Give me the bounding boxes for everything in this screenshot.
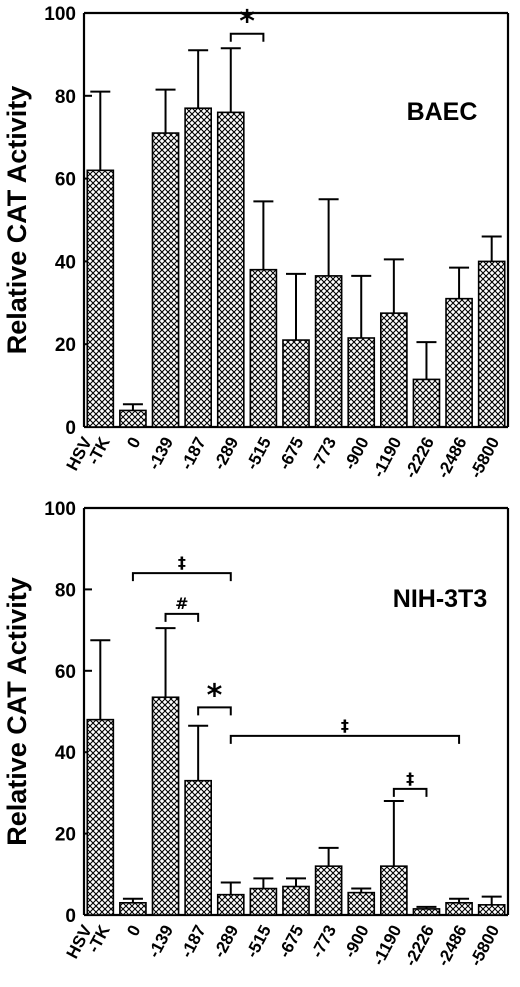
bar	[216, 111, 245, 428]
x-tick-label: -1190	[369, 922, 406, 968]
bar	[184, 107, 213, 428]
bar	[86, 169, 115, 428]
bar	[249, 268, 278, 428]
x-tick-label: -2226	[401, 434, 438, 481]
bar	[477, 904, 506, 916]
bar	[347, 337, 376, 428]
x-tick-label: -2486	[433, 434, 470, 481]
bar	[119, 409, 147, 428]
bar	[282, 885, 310, 916]
x-tick-label: -1190	[369, 434, 406, 480]
x-tick-label: -187	[177, 922, 210, 961]
bar	[151, 696, 180, 916]
bar	[445, 297, 473, 428]
x-tick-label: -5800	[466, 922, 503, 969]
significance-bracket	[229, 32, 265, 42]
x-tick-label: -675	[275, 922, 308, 961]
panel-title: NIH-3T3	[393, 585, 487, 613]
x-tick-label: -515	[242, 922, 275, 961]
y-tick-label: 100	[44, 4, 76, 25]
significance-marker: ‡	[341, 716, 349, 735]
bar	[445, 901, 473, 916]
bar	[282, 339, 310, 428]
bar	[347, 891, 376, 916]
y-tick-label: 20	[55, 335, 76, 356]
x-tick-label: -139	[144, 922, 177, 961]
bar	[412, 378, 441, 428]
x-tick-label: -900	[340, 434, 373, 473]
x-tick-label: -773	[307, 434, 340, 473]
x-tick-label: -289	[210, 434, 243, 473]
bar	[119, 901, 147, 916]
y-tick-label: 60	[55, 662, 76, 683]
y-tick-label: 0	[65, 906, 76, 927]
x-tick-label: -2486	[433, 922, 470, 969]
x-tick-label: -2226	[401, 922, 438, 969]
chart-panel-2: 0 20 40 60 80 100 Relative CAT Activity NIH-3T3…	[2, 499, 510, 969]
x-tick-label: -675	[275, 434, 308, 473]
significance-bracket	[197, 706, 232, 716]
bar	[477, 260, 506, 428]
bar	[249, 887, 278, 916]
panel-title: BAEC	[407, 98, 478, 126]
x-tick-label: -900	[340, 922, 373, 961]
x-tick-label: -289	[210, 922, 243, 961]
y-tick-label: 60	[55, 170, 76, 191]
bar	[412, 908, 441, 916]
x-tick-label: -187	[177, 434, 210, 473]
y-tick-label: 80	[55, 580, 76, 601]
bar	[379, 865, 408, 916]
significance-marker: ‡	[178, 553, 186, 572]
bar	[314, 275, 343, 428]
x-tick-label: 0	[123, 434, 144, 451]
bar	[151, 132, 180, 428]
x-tick-label: -TK	[84, 433, 114, 468]
x-tick-label: -139	[144, 434, 177, 473]
y-tick-label: 20	[55, 825, 76, 846]
bar	[216, 893, 245, 916]
x-tick-label: -5800	[466, 434, 503, 481]
bar	[86, 718, 115, 916]
significance-marker: *	[207, 678, 223, 713]
significance-marker: #	[175, 594, 188, 613]
y-tick-label: 40	[55, 743, 76, 764]
y-tick-label: 100	[44, 499, 76, 520]
significance-bracket	[164, 612, 200, 622]
y-tick-label: 80	[55, 87, 76, 108]
bar	[184, 779, 213, 916]
significance-bracket	[229, 734, 461, 744]
x-tick-label: -773	[307, 922, 340, 961]
significance-bracket	[392, 787, 428, 797]
y-axis-label: Relative CAT Activity	[2, 86, 32, 355]
significance-bracket	[131, 572, 232, 582]
x-tick-label: -515	[242, 434, 275, 473]
significance-marker: *	[239, 5, 255, 40]
bar	[314, 865, 343, 916]
y-tick-label: 40	[55, 252, 76, 273]
y-tick-label: 0	[65, 418, 76, 439]
bar	[379, 312, 408, 428]
significance-marker: ‡	[406, 769, 414, 788]
x-tick-label: -TK	[84, 921, 114, 956]
x-tick-label: 0	[123, 922, 144, 939]
y-axis-label: Relative CAT Activity	[2, 577, 32, 846]
